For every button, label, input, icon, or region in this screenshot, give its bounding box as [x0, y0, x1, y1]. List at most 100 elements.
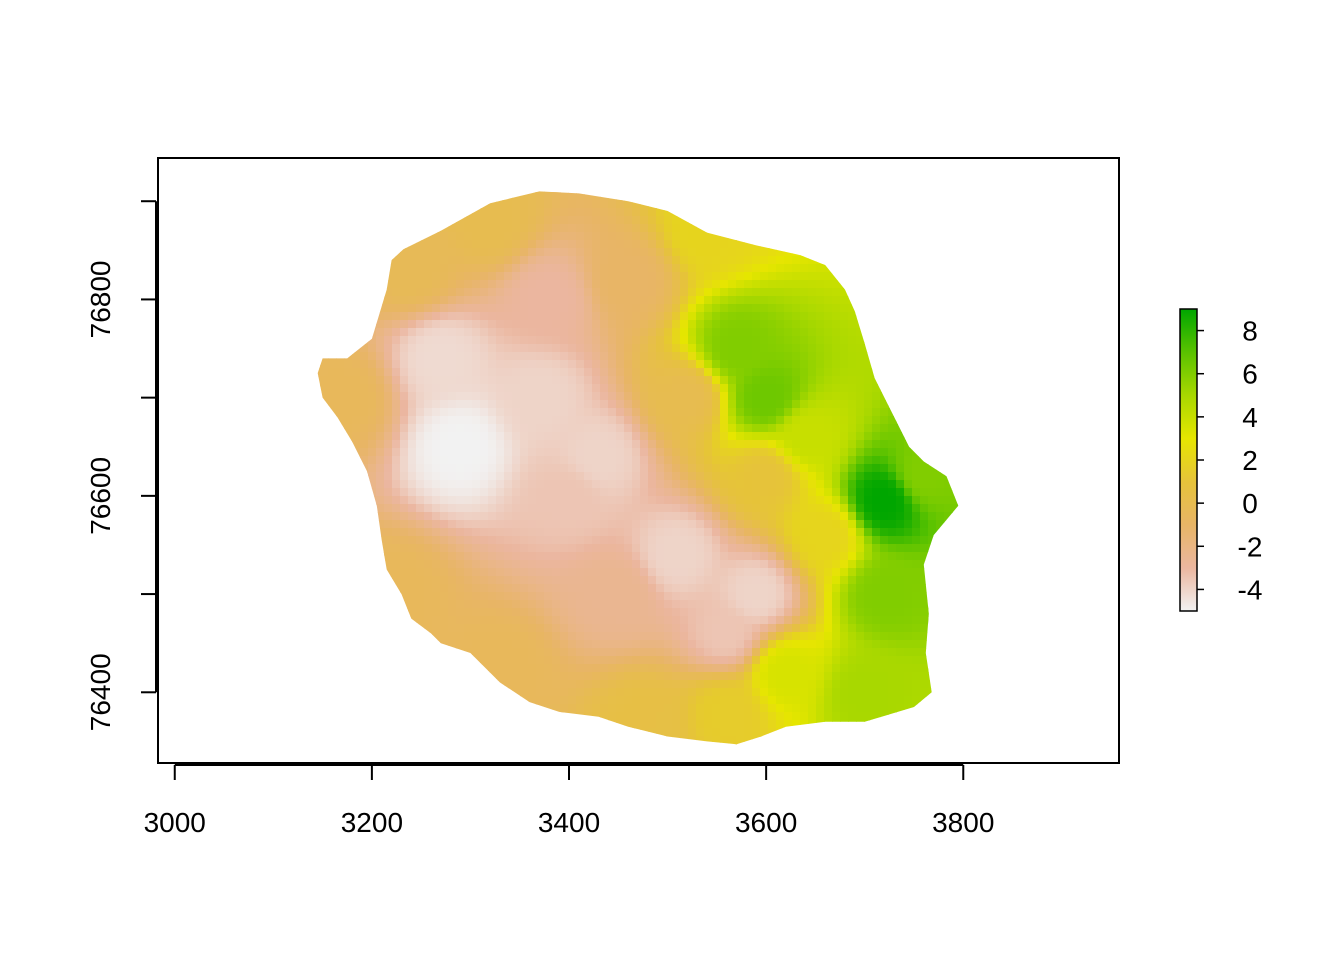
raster-cell	[832, 656, 841, 665]
raster-cell	[800, 336, 809, 345]
raster-cell	[616, 464, 625, 473]
raster-cell	[608, 240, 617, 249]
raster-cell	[568, 344, 577, 353]
raster-cell	[792, 480, 801, 489]
raster-cell	[800, 568, 809, 577]
raster-cell	[920, 640, 929, 649]
raster-cell	[608, 576, 617, 585]
raster-cell	[624, 376, 633, 385]
raster-cell	[704, 360, 713, 369]
raster-cell	[336, 584, 345, 593]
raster-cell	[840, 624, 849, 633]
raster-cell	[792, 424, 801, 433]
raster-cell	[864, 200, 873, 209]
raster-cell	[888, 288, 897, 297]
raster-cell	[496, 464, 505, 473]
raster-cell	[480, 616, 489, 625]
raster-cell	[664, 448, 673, 457]
raster-cell	[448, 360, 457, 369]
raster-cell	[776, 320, 785, 329]
raster-cell	[560, 272, 569, 281]
raster-cell	[408, 488, 417, 497]
raster-cell	[752, 496, 761, 505]
raster-cell	[896, 640, 905, 649]
raster-cell	[440, 280, 449, 289]
raster-cell	[680, 416, 689, 425]
raster-cell	[736, 192, 745, 201]
raster-cell	[824, 408, 833, 417]
raster-cell	[328, 512, 337, 521]
raster-cell	[808, 496, 817, 505]
raster-cell	[688, 208, 697, 217]
raster-cell	[424, 256, 433, 265]
raster-cell	[504, 648, 513, 657]
raster-cell	[320, 216, 329, 225]
raster-cell	[888, 416, 897, 425]
raster-cell	[536, 528, 545, 537]
raster-cell	[640, 576, 649, 585]
raster-cell	[392, 664, 401, 673]
raster-cell	[320, 480, 329, 489]
raster-cell	[928, 600, 937, 609]
raster-cell	[656, 576, 665, 585]
raster-cell	[528, 440, 537, 449]
raster-cell	[696, 576, 705, 585]
raster-cell	[752, 352, 761, 361]
raster-cell	[544, 272, 553, 281]
raster-cell	[912, 560, 921, 569]
raster-cell	[808, 456, 817, 465]
raster-cell	[496, 424, 505, 433]
raster-cell	[632, 376, 641, 385]
raster-cell	[824, 192, 833, 201]
raster-cell	[848, 440, 857, 449]
raster-cell	[472, 416, 481, 425]
raster-cell	[432, 400, 441, 409]
raster-cell	[680, 432, 689, 441]
raster-cell	[392, 584, 401, 593]
raster-cell	[840, 584, 849, 593]
raster-cell	[696, 480, 705, 489]
raster-cell	[384, 224, 393, 233]
raster-cell	[688, 360, 697, 369]
raster-cell	[392, 520, 401, 529]
raster-cell	[608, 480, 617, 489]
raster-cell	[824, 568, 833, 577]
raster-cell	[536, 456, 545, 465]
raster-cell	[552, 512, 561, 521]
raster-cell	[648, 312, 657, 321]
raster-cell	[920, 280, 929, 289]
raster-cell	[584, 336, 593, 345]
raster-cell	[824, 440, 833, 449]
raster-cell	[752, 208, 761, 217]
raster-cell	[736, 528, 745, 537]
raster-cell	[544, 232, 553, 241]
raster-cell	[352, 336, 361, 345]
raster-cell	[672, 488, 681, 497]
raster-cell	[720, 488, 729, 497]
raster-cell	[480, 544, 489, 553]
raster-cell	[848, 416, 857, 425]
raster-cell	[776, 328, 785, 337]
raster-cell	[376, 600, 385, 609]
raster-cell	[880, 480, 889, 489]
raster-cell	[384, 664, 393, 673]
raster-cell	[408, 328, 417, 337]
raster-cell	[800, 512, 809, 521]
raster-cell	[688, 352, 697, 361]
raster-cell	[864, 464, 873, 473]
raster-cell	[624, 552, 633, 561]
raster-cell	[888, 488, 897, 497]
raster-cell	[317, 544, 321, 553]
raster-cell	[416, 624, 425, 633]
raster-cell	[592, 216, 601, 225]
raster-cell	[368, 200, 377, 209]
raster-cell	[840, 472, 849, 481]
raster-cell	[808, 280, 817, 289]
raster-cell	[544, 384, 553, 393]
raster-cell	[488, 504, 497, 513]
raster-cell	[768, 336, 777, 345]
raster-cell	[528, 304, 537, 313]
raster-cell	[648, 191, 657, 193]
raster-cell	[688, 472, 697, 481]
raster-cell	[416, 344, 425, 353]
